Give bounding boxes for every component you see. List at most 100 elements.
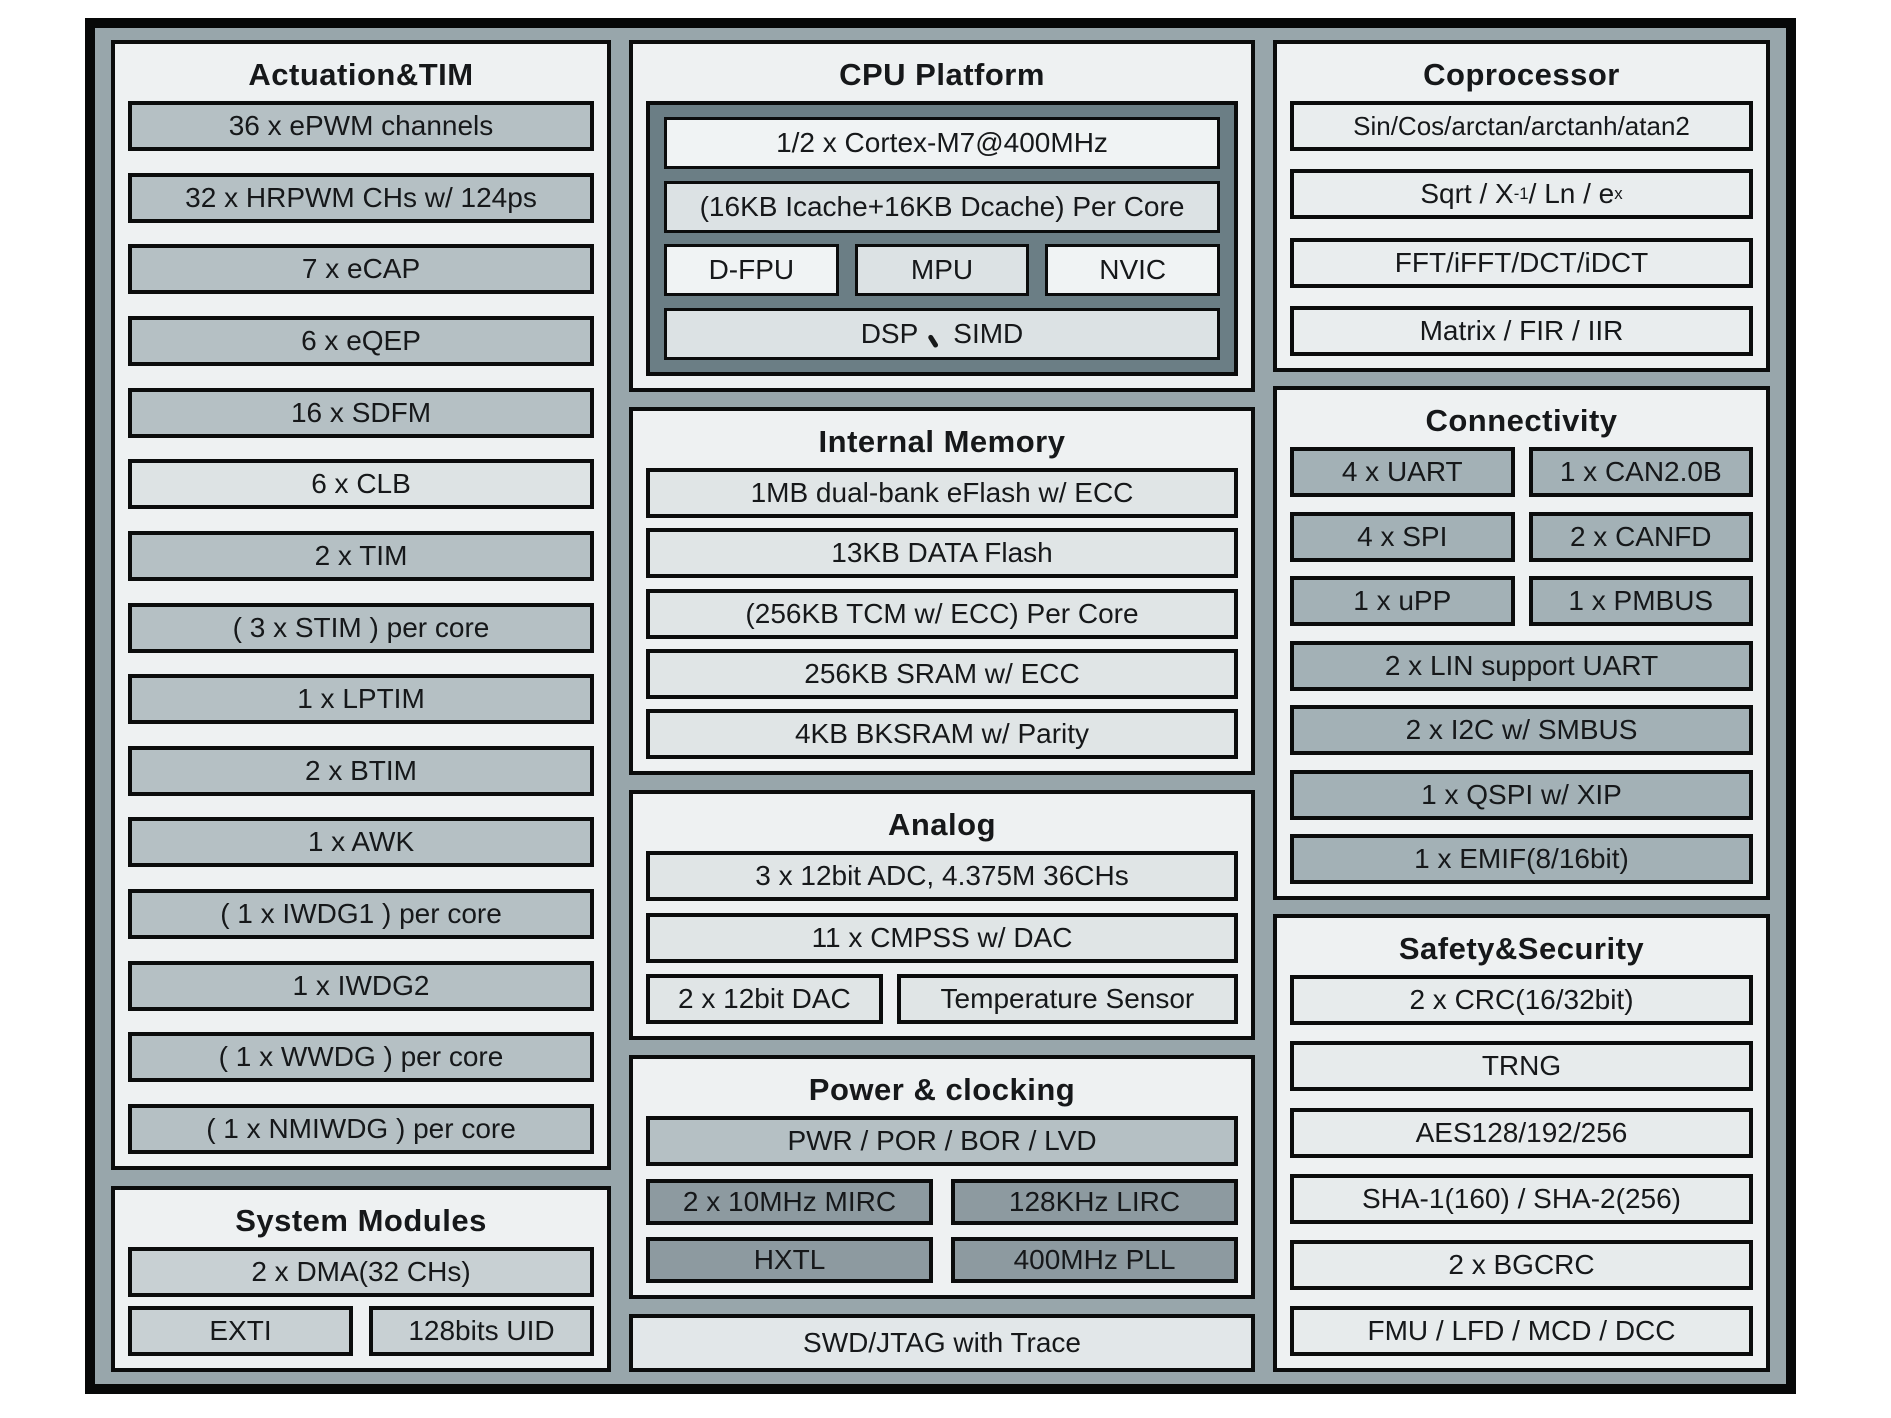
clock-row-2: HXTL 400MHz PLL xyxy=(646,1237,1238,1283)
block-lirc: 128KHz LIRC xyxy=(951,1178,1238,1225)
block-eflash: 1MB dual-bank eFlash w/ ECC xyxy=(646,468,1238,519)
analog-bottom-row: 2 x 12bit DAC Temperature Sensor xyxy=(646,974,1238,1024)
sqrt-mid: / Ln / e xyxy=(1528,178,1615,210)
connectivity-row-2: 4 x SPI 2 x CANFD xyxy=(1290,511,1753,562)
panel-title-internal-memory: Internal Memory xyxy=(818,424,1066,459)
block-cortex-m7-core: 1/2 x Cortex-M7@400MHz xyxy=(664,117,1220,170)
block-mpu: MPU xyxy=(854,244,1030,297)
block-wwdg-per-core: ( 1 x WWDG ) per core xyxy=(128,1032,594,1083)
block-nmiwdg-per-core: ( 1 x NMIWDG ) per core xyxy=(128,1103,594,1154)
clock-row-1: 2 x 10MHz MIRC 128KHz LIRC xyxy=(646,1178,1238,1225)
panel-internal-memory: Internal Memory 1MB dual-bank eFlash w/ … xyxy=(629,407,1255,775)
panel-title-connectivity: Connectivity xyxy=(1425,403,1618,438)
block-tcm-per-core: (256KB TCM w/ ECC) Per Core xyxy=(646,588,1238,639)
block-spi: 4 x SPI xyxy=(1290,511,1515,562)
block-sdfm: 16 x SDFM xyxy=(128,387,594,438)
block-uart: 4 x UART xyxy=(1290,447,1515,498)
panel-coprocessor: Coprocessor Sin/Cos/arctan/arctanh/atan2… xyxy=(1273,40,1770,372)
sqrt-pre: Sqrt / X xyxy=(1420,178,1514,210)
panel-actuation-tim: Actuation&TIM 36 x ePWM channels 32 x HR… xyxy=(111,40,611,1170)
connectivity-row-3: 1 x uPP 1 x PMBUS xyxy=(1290,576,1753,627)
system-modules-row: EXTI 128bits UID xyxy=(128,1306,594,1356)
block-lin-uart: 2 x LIN support UART xyxy=(1290,640,1753,691)
block-dfpu: D-FPU xyxy=(664,244,839,297)
connectivity-items: 4 x UART 1 x CAN2.0B 4 x SPI 2 x CANFD 1… xyxy=(1290,447,1753,884)
panel-safety-security: Safety&Security 2 x CRC(16/32bit) TRNG A… xyxy=(1273,914,1770,1372)
panel-title-actuation: Actuation&TIM xyxy=(248,57,474,92)
block-aes: AES128/192/256 xyxy=(1290,1107,1753,1158)
power-clocking-items: PWR / POR / BOR / LVD 2 x 10MHz MIRC 128… xyxy=(646,1116,1238,1283)
block-lptim: 1 x LPTIM xyxy=(128,674,594,725)
block-canfd: 2 x CANFD xyxy=(1528,511,1753,562)
block-trig-functions: Sin/Cos/arctan/arctanh/atan2 xyxy=(1290,101,1753,152)
block-bgcrc: 2 x BGCRC xyxy=(1290,1239,1753,1290)
coprocessor-items: Sin/Cos/arctan/arctanh/atan2 Sqrt / X -1 … xyxy=(1290,101,1753,356)
panel-title-analog: Analog xyxy=(887,807,997,842)
block-exti: EXTI xyxy=(128,1306,353,1356)
connectivity-row-1: 4 x UART 1 x CAN2.0B xyxy=(1290,447,1753,498)
block-iwdg1-per-core: ( 1 x IWDG1 ) per core xyxy=(128,889,594,940)
column-right: Coprocessor Sin/Cos/arctan/arctanh/atan2… xyxy=(1273,40,1770,1372)
panel-connectivity: Connectivity 4 x UART 1 x CAN2.0B 4 x SP… xyxy=(1273,386,1770,900)
cpu-core-container: 1/2 x Cortex-M7@400MHz (16KB Icache+16KB… xyxy=(646,101,1238,376)
block-stim-per-core: ( 3 x STIM ) per core xyxy=(128,602,594,653)
panel-title-safety-security: Safety&Security xyxy=(1398,931,1645,966)
panel-power-clocking: Power & clocking PWR / POR / BOR / LVD 2… xyxy=(629,1055,1255,1299)
block-btim: 2 x BTIM xyxy=(128,745,594,796)
block-hrpwm: 32 x HRPWM CHs w/ 124ps xyxy=(128,172,594,223)
block-dsp-simd: DSP SIMD xyxy=(664,307,1220,360)
panel-title-power-clocking: Power & clocking xyxy=(808,1072,1076,1107)
block-dac: 2 x 12bit DAC xyxy=(646,974,883,1024)
block-crc: 2 x CRC(16/32bit) xyxy=(1290,975,1753,1026)
block-pll: 400MHz PLL xyxy=(951,1237,1238,1283)
analog-items: 3 x 12bit ADC, 4.375M 36CHs 11 x CMPSS w… xyxy=(646,851,1238,1024)
panel-title-system-modules: System Modules xyxy=(235,1203,487,1238)
block-temperature-sensor: Temperature Sensor xyxy=(896,974,1238,1024)
block-can20b: 1 x CAN2.0B xyxy=(1528,447,1753,498)
panel-title-cpu-platform: CPU Platform xyxy=(839,57,1045,92)
block-awk: 1 x AWK xyxy=(128,817,594,868)
internal-memory-items: 1MB dual-bank eFlash w/ ECC 13KB DATA Fl… xyxy=(646,468,1238,759)
ideographic-comma-icon xyxy=(927,333,940,349)
block-ecap: 7 x eCAP xyxy=(128,244,594,295)
block-qspi-xip: 1 x QSPI w/ XIP xyxy=(1290,769,1753,820)
block-matrix-fir-iir: Matrix / FIR / IIR xyxy=(1290,305,1753,356)
block-eqep: 6 x eQEP xyxy=(128,316,594,367)
block-sram: 256KB SRAM w/ ECC xyxy=(646,648,1238,699)
column-middle: CPU Platform 1/2 x Cortex-M7@400MHz (16K… xyxy=(629,40,1255,1372)
panel-cpu-platform: CPU Platform 1/2 x Cortex-M7@400MHz (16K… xyxy=(629,40,1255,392)
block-trng: TRNG xyxy=(1290,1041,1753,1092)
dsp-label: DSP xyxy=(860,317,919,349)
panel-title-coprocessor: Coprocessor xyxy=(1423,57,1620,92)
block-nvic: NVIC xyxy=(1045,244,1221,297)
block-pwr-por-bor-lvd: PWR / POR / BOR / LVD xyxy=(646,1116,1238,1167)
block-fft-dct: FFT/iFFT/DCT/iDCT xyxy=(1290,237,1753,288)
block-bksram: 4KB BKSRAM w/ Parity xyxy=(646,709,1238,759)
actuation-items: 36 x ePWM channels 32 x HRPWM CHs w/ 124… xyxy=(128,101,594,1154)
block-cmpss: 11 x CMPSS w/ DAC xyxy=(646,912,1238,963)
block-sha: SHA-1(160) / SHA-2(256) xyxy=(1290,1173,1753,1224)
safety-items: 2 x CRC(16/32bit) TRNG AES128/192/256 SH… xyxy=(1290,975,1753,1356)
panel-analog: Analog 3 x 12bit ADC, 4.375M 36CHs 11 x … xyxy=(629,790,1255,1040)
block-clb: 6 x CLB xyxy=(128,459,594,510)
block-mirc: 2 x 10MHz MIRC xyxy=(646,1178,933,1225)
cpu-units-row: D-FPU MPU NVIC xyxy=(664,244,1221,297)
block-iwdg2: 1 x IWDG2 xyxy=(128,960,594,1011)
block-epwm-channels: 36 x ePWM channels xyxy=(128,101,594,152)
block-data-flash: 13KB DATA Flash xyxy=(646,528,1238,579)
panel-system-modules: System Modules 2 x DMA(32 CHs) EXTI 128b… xyxy=(111,1186,611,1372)
column-left: Actuation&TIM 36 x ePWM channels 32 x HR… xyxy=(111,40,611,1372)
block-hxtl: HXTL xyxy=(646,1237,933,1283)
block-upp: 1 x uPP xyxy=(1290,576,1515,627)
block-adc: 3 x 12bit ADC, 4.375M 36CHs xyxy=(646,851,1238,902)
block-emif: 1 x EMIF(8/16bit) xyxy=(1290,834,1753,884)
block-fmu-lfd-mcd-dcc: FMU / LFD / MCD / DCC xyxy=(1290,1305,1753,1356)
block-i2c-smbus: 2 x I2C w/ SMBUS xyxy=(1290,705,1753,756)
block-cache-per-core: (16KB Icache+16KB Dcache) Per Core xyxy=(664,180,1220,233)
simd-label: SIMD xyxy=(953,317,1024,349)
mcu-block-diagram: Actuation&TIM 36 x ePWM channels 32 x HR… xyxy=(85,18,1796,1394)
block-uid: 128bits UID xyxy=(369,1306,594,1356)
block-tim: 2 x TIM xyxy=(128,530,594,581)
block-pmbus: 1 x PMBUS xyxy=(1528,576,1753,627)
